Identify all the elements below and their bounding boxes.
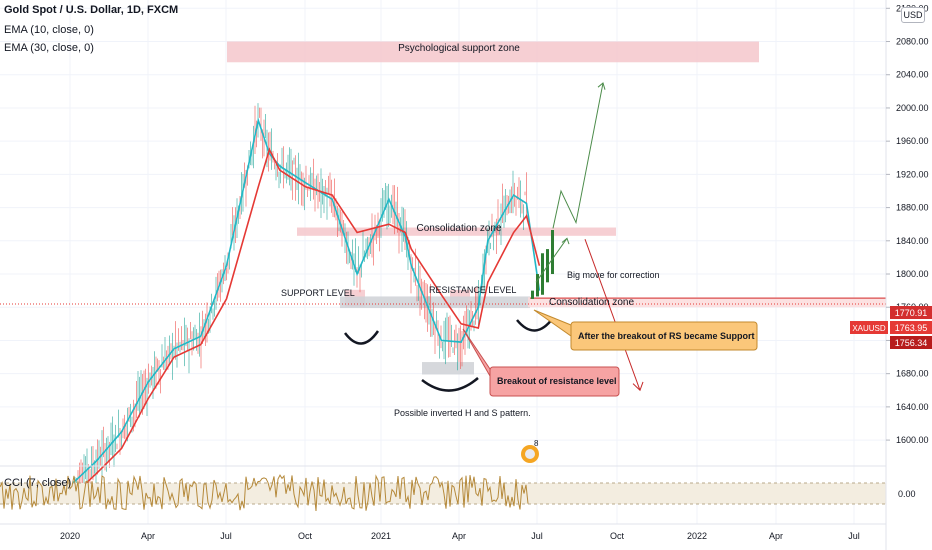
rs-support-callout[interactable]: After the breakout of RS became Support (533, 309, 758, 351)
currency-selector[interactable]: USD (901, 7, 925, 23)
y-tick-label: 1800.00 (896, 269, 929, 279)
time-axis: 2020 Apr Jul Oct 2021 Apr Jul Oct 2022 Apr Jul (60, 531, 860, 541)
price-badge-current (890, 321, 932, 334)
price-axis: 1600.001640.001680.001720.001760.001800.… (886, 3, 929, 445)
x-tick-label: Oct (298, 531, 313, 541)
consol-zone (297, 227, 616, 236)
consol-zone-2 (528, 297, 886, 308)
consol-zone-label: Consolidation zone (416, 223, 501, 234)
projected-bar (551, 230, 554, 275)
annotation-zones (0, 41, 886, 375)
hs-pattern-label: Possible inverted H and S pattern. (394, 408, 531, 418)
y-tick-label: 1880.00 (896, 203, 929, 213)
projected-bar (536, 274, 539, 297)
y-tick-label: 1640.00 (896, 402, 929, 412)
news-badge-icon[interactable]: 8 (521, 439, 539, 463)
resistance-level-label: RESISTANCE LEVEL (429, 285, 516, 295)
x-tick-label: Oct (610, 531, 625, 541)
hs-shoulder-arc (344, 330, 380, 345)
y-tick-label: 2080.00 (896, 37, 929, 47)
svg-text:8: 8 (534, 439, 539, 448)
small-green-arrow (535, 238, 568, 283)
y-tick-label: 1840.00 (896, 236, 929, 246)
cci-tick: 0.00 (898, 489, 916, 499)
red-down-arrow (584, 238, 641, 391)
big-green-arrow (552, 82, 604, 229)
y-tick-label: 1680.00 (896, 369, 929, 379)
rs-support-callout-text: After the breakout of RS became Support (578, 331, 755, 341)
y-tick-label: 2040.00 (896, 70, 929, 80)
x-tick-label: Jul (220, 531, 232, 541)
y-tick-label: 1960.00 (896, 136, 929, 146)
x-tick-label: 2021 (371, 531, 391, 541)
x-tick-label: 2022 (687, 531, 707, 541)
x-tick-label: 2020 (60, 531, 80, 541)
breakout-callout[interactable]: Breakout of resistance level (462, 328, 620, 397)
x-tick-label: Apr (769, 531, 783, 541)
y-tick-label: 1920.00 (896, 169, 929, 179)
support-gray-band (340, 296, 530, 309)
price-badge-red (890, 306, 932, 319)
x-tick-label: Apr (452, 531, 466, 541)
psych-zone (227, 41, 759, 63)
cci-legend[interactable]: CCI (7, close) (4, 477, 72, 489)
x-tick-label: Jul (531, 531, 543, 541)
ema30-legend[interactable]: EMA (30, close, 0) (4, 42, 94, 54)
drawings (344, 82, 644, 392)
consol-zone-label-2: Consolidation zone (549, 297, 634, 308)
price-badge-dark (890, 336, 932, 349)
ema-lines (69, 117, 541, 499)
y-tick-label: 2000.00 (896, 103, 929, 113)
big-move-label: Big move for correction (567, 270, 660, 280)
cci-pane (0, 465, 886, 512)
support-level-label: SUPPORT LEVEL (281, 288, 355, 298)
x-tick-label: Apr (141, 531, 155, 541)
ema10-legend[interactable]: EMA (10, close, 0) (4, 24, 94, 36)
price-badge-dark-text: 1756.34 (895, 338, 928, 348)
cci-line (0, 474, 529, 512)
breakout-callout-text: Breakout of resistance level (497, 376, 617, 386)
projected-bar (541, 253, 544, 295)
ema10-line (69, 117, 541, 487)
hs-shoulder-arc (421, 377, 479, 392)
price-badge-current-text: 1763.95 (895, 323, 928, 333)
symbol-badge (850, 321, 888, 334)
price-badge-red-text: 1770.91 (895, 308, 928, 318)
y-tick-label: 1600.00 (896, 435, 929, 445)
psych-zone-label: Psychological support zone (398, 43, 520, 54)
chart-title: Gold Spot / U.S. Dollar, 1D, FXCM (4, 4, 179, 16)
x-tick-label: Jul (848, 531, 860, 541)
symbol-badge-text: XAUUSD (852, 324, 886, 333)
ema30-line (69, 147, 541, 499)
projected-bar (531, 290, 534, 299)
hs-head-zone (422, 362, 474, 375)
